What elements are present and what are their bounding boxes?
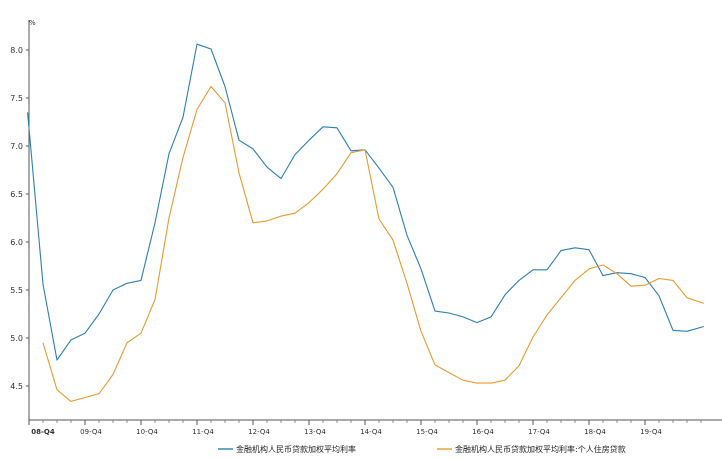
x-tick-label: 08-Q4 — [31, 428, 55, 436]
y-tick-label: 4.5 — [10, 382, 23, 391]
x-tick-label: 19-Q4 — [640, 428, 662, 436]
legend-label: 金融机构人民币贷款加权平均利率 — [236, 444, 356, 454]
y-axis-unit-label: % — [29, 19, 36, 27]
series-line-mortgage-rate — [42, 85, 704, 402]
x-tick-label: 13-Q4 — [304, 428, 326, 436]
y-tick-label: 7.0 — [10, 142, 23, 151]
series-line-loan-rate — [27, 43, 704, 361]
y-axis: 4.5 5.0 5.5 6.0 6.5 7.0 7.5 8.0 — [10, 20, 30, 420]
legend-label: 金融机构人民币贷款加权平均利率:个人住房贷款 — [455, 444, 626, 454]
x-tick-label: 15-Q4 — [416, 428, 438, 436]
x-tick-label: 18-Q4 — [584, 428, 606, 436]
x-tick-label: 10-Q4 — [136, 428, 158, 436]
y-tick-label: 5.0 — [10, 334, 23, 343]
x-tick-label: 11-Q4 — [192, 428, 214, 436]
y-tick-label: 6.5 — [10, 190, 23, 199]
x-axis: 08-Q4 09-Q4 10-Q4 11-Q4 12-Q4 13-Q4 14-Q4 15-Q4… — [28, 419, 722, 436]
x-tick-label: 16-Q4 — [472, 428, 494, 436]
y-tick-label: 7.5 — [10, 94, 23, 103]
y-tick-label: 6.0 — [10, 238, 23, 247]
series-layer — [27, 43, 704, 402]
legend: 金融机构人民币贷款加权平均利率 金融机构人民币贷款加权平均利率:个人住房贷款 — [218, 444, 626, 454]
x-tick-label: 12-Q4 — [248, 428, 270, 436]
y-tick-label: 5.5 — [10, 286, 23, 295]
x-tick-label: 09-Q4 — [80, 428, 102, 436]
x-tick-label: 14-Q4 — [360, 428, 382, 436]
x-tick-label: 17-Q4 — [528, 428, 550, 436]
y-tick-label: 8.0 — [10, 46, 23, 55]
